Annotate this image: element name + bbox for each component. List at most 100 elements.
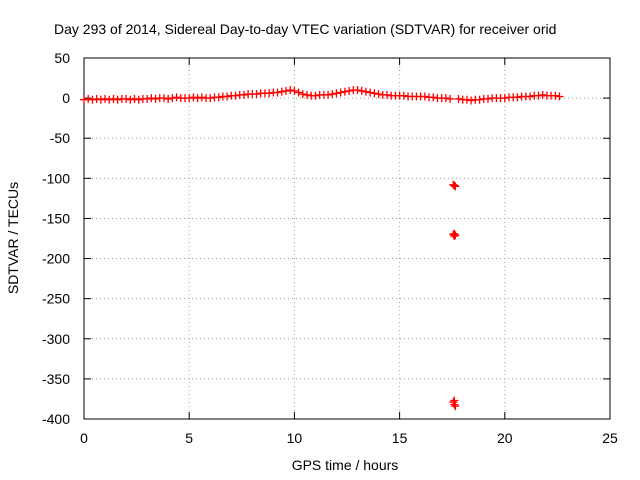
data-point — [340, 87, 349, 96]
data-point — [168, 94, 177, 103]
data-point — [286, 86, 295, 95]
data-point — [273, 88, 282, 97]
data-point — [513, 93, 522, 102]
data-point — [113, 95, 122, 104]
data-point — [551, 91, 560, 100]
y-tick-label: -100 — [42, 170, 70, 186]
data-point — [105, 95, 114, 104]
data-point — [449, 230, 458, 239]
data-point — [88, 95, 97, 104]
data-point — [429, 93, 438, 102]
data-point — [555, 92, 564, 101]
data-point — [130, 94, 139, 103]
data-points — [80, 86, 564, 411]
y-tick-label: -400 — [42, 411, 70, 427]
data-point — [126, 95, 135, 104]
data-point — [290, 86, 299, 95]
data-point — [526, 92, 535, 101]
data-point — [449, 180, 458, 189]
data-point — [189, 93, 198, 102]
data-point — [467, 96, 476, 105]
data-point — [311, 91, 320, 100]
data-point — [538, 90, 547, 99]
x-tick-label: 15 — [392, 430, 408, 446]
data-point — [374, 90, 383, 99]
data-point — [265, 89, 274, 98]
tick-labels: 0 5 10 15 20 25 50 0 -50 -100 -150 -200 -250 -300 -350… — [42, 50, 618, 446]
data-point — [475, 95, 484, 104]
data-point — [357, 86, 366, 95]
data-point — [324, 90, 333, 99]
data-point — [462, 95, 471, 104]
data-point — [298, 90, 307, 99]
data-point — [277, 87, 286, 96]
data-point — [206, 94, 215, 103]
data-point — [450, 400, 459, 409]
data-point — [172, 93, 181, 102]
data-point — [399, 91, 408, 100]
data-point — [451, 231, 460, 240]
data-point — [122, 94, 131, 103]
y-tick-label: -300 — [42, 331, 70, 347]
plot-frame — [83, 57, 611, 420]
data-point — [109, 94, 118, 103]
y-tick-label: -150 — [42, 210, 70, 226]
data-point — [332, 89, 341, 98]
data-point — [382, 90, 391, 99]
data-point — [353, 86, 362, 95]
data-point — [420, 92, 429, 101]
x-tick-label: 20 — [497, 430, 513, 446]
data-point — [294, 88, 303, 97]
y-tick-label: -200 — [42, 251, 70, 267]
y-tick-label: 0 — [62, 90, 70, 106]
x-tick-label: 5 — [185, 430, 193, 446]
data-point — [451, 182, 460, 191]
data-point — [164, 94, 173, 103]
x-tick-label: 25 — [602, 430, 618, 446]
x-tick-label: 0 — [80, 430, 88, 446]
data-point — [451, 402, 460, 411]
axis-ticks — [83, 57, 611, 420]
data-point — [185, 94, 194, 103]
y-tick-label: -350 — [42, 371, 70, 387]
y-axis-label: SDTVAR / TECUs — [5, 182, 21, 294]
data-point — [483, 94, 492, 103]
data-point — [134, 95, 143, 104]
data-point — [361, 87, 370, 96]
data-point — [303, 90, 312, 99]
data-point — [500, 94, 509, 103]
data-point — [92, 94, 101, 103]
data-point — [231, 91, 240, 100]
data-point — [450, 232, 459, 241]
data-point — [223, 92, 232, 101]
data-point — [328, 90, 337, 99]
chart-title: Day 293 of 2014, Sidereal Day-to-day VTE… — [54, 21, 556, 37]
data-point — [441, 94, 450, 103]
data-point — [101, 94, 110, 103]
y-tick-label: 50 — [54, 50, 70, 66]
data-point — [193, 94, 202, 103]
data-point — [252, 90, 261, 99]
data-point — [159, 94, 168, 103]
data-point — [366, 88, 375, 97]
data-point — [214, 93, 223, 102]
x-axis-label: GPS time / hours — [292, 457, 399, 473]
data-point — [84, 94, 93, 103]
data-point — [96, 95, 105, 104]
x-tick-label: 10 — [287, 430, 303, 446]
data-point — [454, 94, 463, 103]
data-point — [370, 89, 379, 98]
data-point — [450, 181, 459, 190]
data-point — [281, 86, 290, 95]
data-point — [345, 86, 354, 95]
data-point — [446, 94, 455, 103]
data-point — [143, 94, 152, 103]
data-point — [147, 94, 156, 103]
data-point — [336, 88, 345, 97]
grid-lines — [84, 58, 610, 419]
y-tick-label: -250 — [42, 291, 70, 307]
data-point — [534, 91, 543, 100]
data-point — [80, 95, 88, 104]
y-tick-label: -50 — [50, 130, 70, 146]
